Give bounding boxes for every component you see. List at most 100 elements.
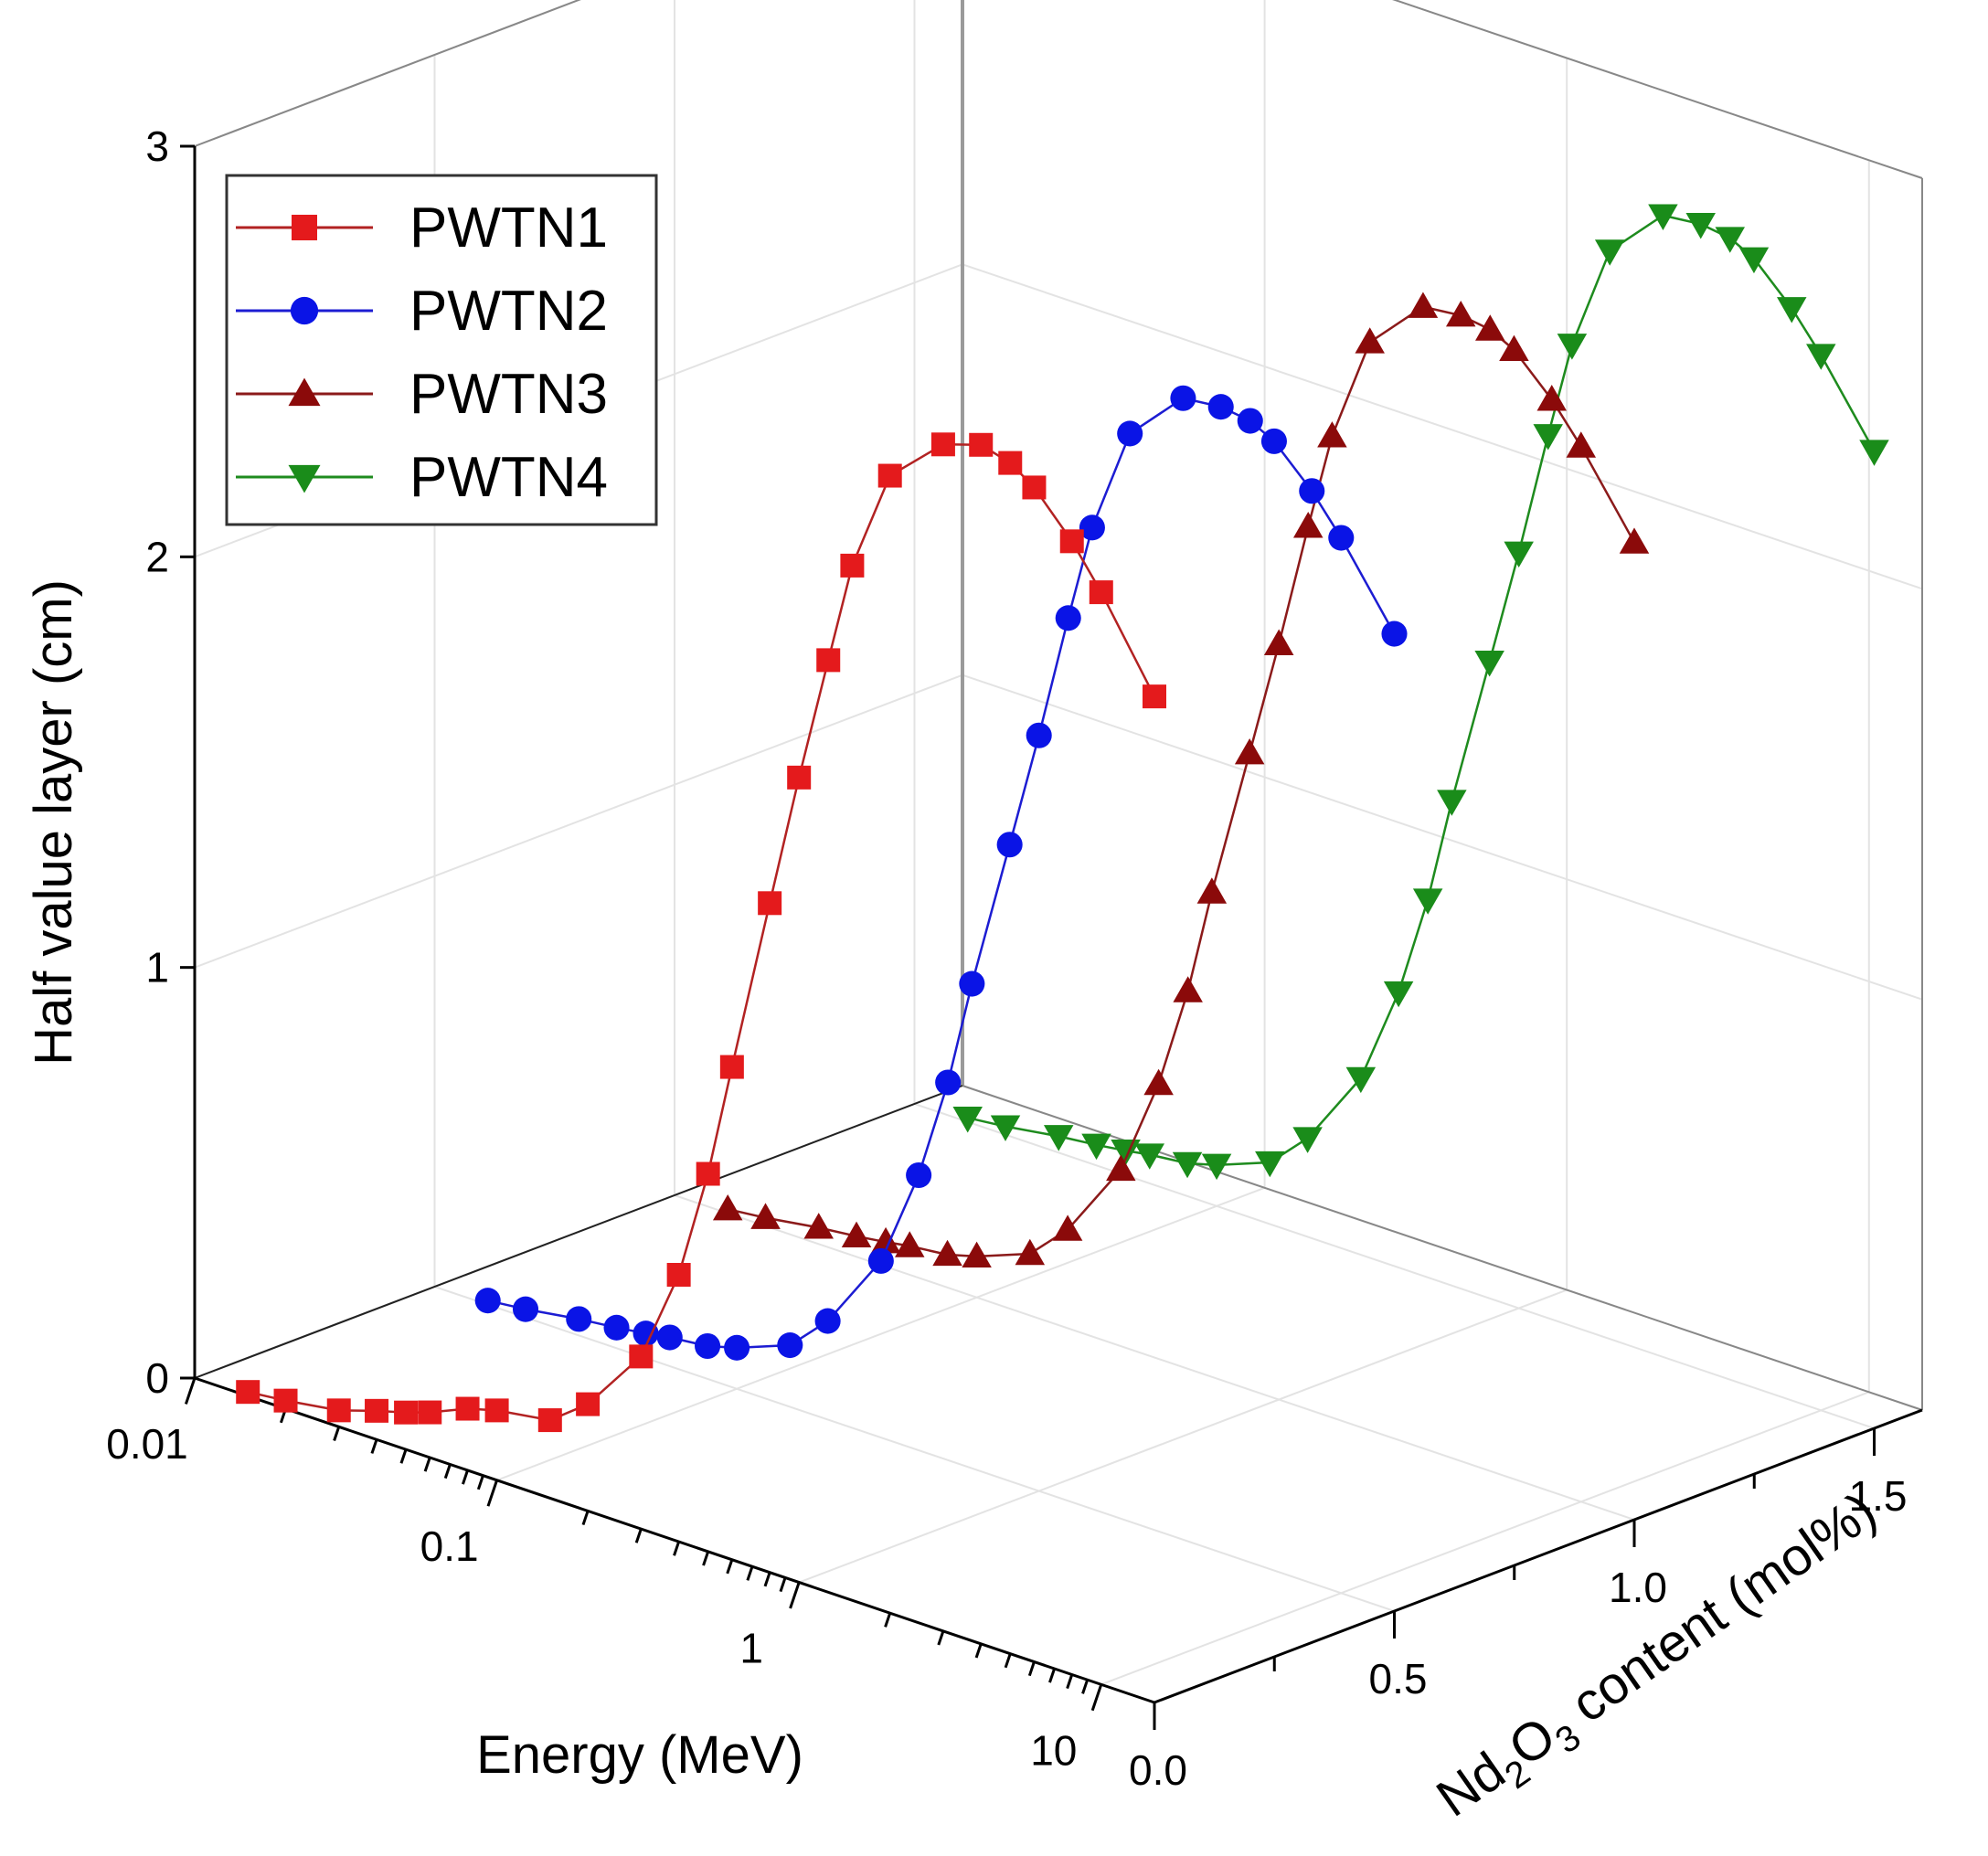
data-point-pwtn2-9 — [814, 1308, 841, 1334]
y-axis-title: Half value layer (cm) — [24, 579, 83, 1066]
data-point-pwtn3-24 — [1566, 431, 1597, 458]
data-point-pwtn4-4 — [1111, 1139, 1141, 1166]
data-point-pwtn3-0 — [712, 1193, 743, 1221]
x-minor-tick — [1066, 1674, 1074, 1690]
data-point-pwtn4-14 — [1474, 651, 1504, 677]
data-point-pwtn1-16 — [816, 648, 841, 673]
data-point-pwtn2-3 — [603, 1314, 630, 1341]
data-point-pwtn2-19 — [1170, 385, 1196, 411]
y-tick-label-3: 3 — [145, 122, 169, 170]
series-layer — [236, 204, 1889, 1433]
z-title-rest: content (mol%) — [1548, 1481, 1887, 1743]
data-point-pwtn2-5 — [656, 1324, 683, 1351]
data-point-pwtn2-10 — [867, 1247, 894, 1274]
data-point-pwtn3-3 — [841, 1221, 872, 1248]
ticks-layer: 0 1 2 3 0.01 0.1 1 10 0.0 0.5 1.0 1.5 — [106, 122, 1907, 1794]
data-point-pwtn4-6 — [1172, 1151, 1203, 1179]
data-point-pwtn1-1 — [273, 1388, 298, 1413]
data-point-pwtn2-17 — [1079, 514, 1105, 541]
data-point-pwtn3-18 — [1355, 327, 1385, 354]
legend: PWTN1 PWTN2 PWTN3 PWTN4 — [225, 174, 658, 526]
data-point-pwtn1-21 — [998, 451, 1023, 475]
x-minor-tick — [884, 1612, 892, 1628]
x-minor-tick — [581, 1510, 590, 1526]
data-point-pwtn4-3 — [1081, 1133, 1111, 1161]
data-point-pwtn1-0 — [236, 1380, 260, 1405]
x-minor-tick — [476, 1475, 484, 1490]
grid-line-floor-z-2 — [674, 1194, 1635, 1521]
data-point-pwtn3-9 — [1052, 1214, 1083, 1241]
data-point-pwtn4-18 — [1594, 239, 1625, 266]
data-point-pwtn4-22 — [1738, 247, 1770, 274]
x-minor-tick — [443, 1463, 452, 1479]
grid-line-floor-x-1 — [496, 1186, 1265, 1481]
data-point-pwtn3-11 — [1143, 1068, 1174, 1096]
data-point-pwtn4-20 — [1685, 213, 1716, 239]
x-minor-tick — [974, 1643, 983, 1659]
x-major-tick — [789, 1582, 801, 1609]
data-point-pwtn4-10 — [1345, 1066, 1377, 1094]
x-minor-tick — [937, 1630, 945, 1646]
z-tick-label-1: 0.5 — [1369, 1655, 1428, 1702]
data-point-pwtn3-22 — [1499, 334, 1529, 362]
data-point-pwtn2-7 — [724, 1334, 750, 1361]
x-tick-label-2: 1 — [739, 1625, 763, 1672]
x-minor-tick — [746, 1565, 754, 1581]
data-point-pwtn4-23 — [1776, 297, 1807, 323]
data-point-pwtn2-8 — [777, 1332, 803, 1359]
data-point-pwtn4-11 — [1383, 981, 1414, 1008]
data-point-pwtn1-13 — [719, 1055, 744, 1079]
z-tick-label-0: 0.0 — [1129, 1746, 1187, 1794]
data-point-pwtn1-12 — [696, 1161, 720, 1186]
data-point-pwtn3-21 — [1475, 314, 1505, 341]
data-point-pwtn1-23 — [1059, 529, 1084, 554]
x-major-tick — [184, 1377, 197, 1405]
series-line-pwtn4 — [967, 214, 1876, 1167]
data-point-pwtn2-14 — [996, 832, 1023, 858]
x-major-tick — [1090, 1683, 1103, 1712]
data-point-pwtn2-13 — [959, 970, 985, 997]
x-major-tick — [486, 1479, 499, 1507]
data-point-pwtn3-23 — [1536, 385, 1567, 411]
x-minor-tick — [763, 1572, 771, 1587]
data-point-pwtn4-9 — [1292, 1127, 1323, 1153]
data-point-pwtn3-25 — [1619, 527, 1650, 554]
data-point-pwtn2-12 — [935, 1069, 962, 1096]
grid-line-left-wall-y-1 — [194, 673, 963, 969]
data-point-pwtn1-10 — [629, 1344, 654, 1369]
x-minor-tick — [634, 1528, 643, 1543]
series-line-pwtn1 — [247, 443, 1156, 1422]
data-point-pwtn3-4 — [870, 1226, 901, 1254]
legend-swatches — [236, 215, 373, 493]
data-point-pwtn2-23 — [1299, 478, 1325, 504]
data-point-pwtn1-17 — [840, 553, 865, 578]
x-minor-tick — [673, 1541, 681, 1556]
x-minor-tick — [399, 1448, 408, 1464]
data-point-pwtn3-20 — [1445, 300, 1476, 327]
axes-layer — [193, 0, 1923, 1704]
data-point-pwtn2-6 — [695, 1332, 721, 1360]
series-pwtn3 — [712, 292, 1650, 1268]
data-point-pwtn2-16 — [1055, 605, 1081, 631]
data-point-pwtn1-3 — [365, 1398, 389, 1423]
grid-line-back-wall-y-3 — [1392, 0, 1923, 179]
data-point-pwtn2-24 — [1328, 525, 1355, 551]
grid-layer — [194, 0, 1923, 1703]
x-minor-tick — [423, 1457, 431, 1472]
data-point-pwtn4-17 — [1557, 334, 1588, 360]
data-point-pwtn3-14 — [1234, 737, 1265, 765]
legend-label-pwtn2: PWTN2 — [409, 280, 608, 343]
legend-marker-pwtn2 — [290, 296, 319, 325]
data-point-pwtn4-0 — [952, 1107, 983, 1133]
box-edge-top-left — [194, 0, 581, 147]
box-edge-floor-left — [194, 1085, 963, 1379]
x-minor-tick — [1081, 1679, 1090, 1694]
legend-marker-pwtn4 — [288, 464, 321, 493]
grid-line-floor-x-3 — [1100, 1391, 1870, 1686]
data-point-pwtn3-2 — [803, 1213, 834, 1239]
data-point-pwtn3-6 — [932, 1239, 962, 1267]
data-point-pwtn1-19 — [930, 432, 955, 457]
x-minor-tick — [333, 1426, 341, 1441]
